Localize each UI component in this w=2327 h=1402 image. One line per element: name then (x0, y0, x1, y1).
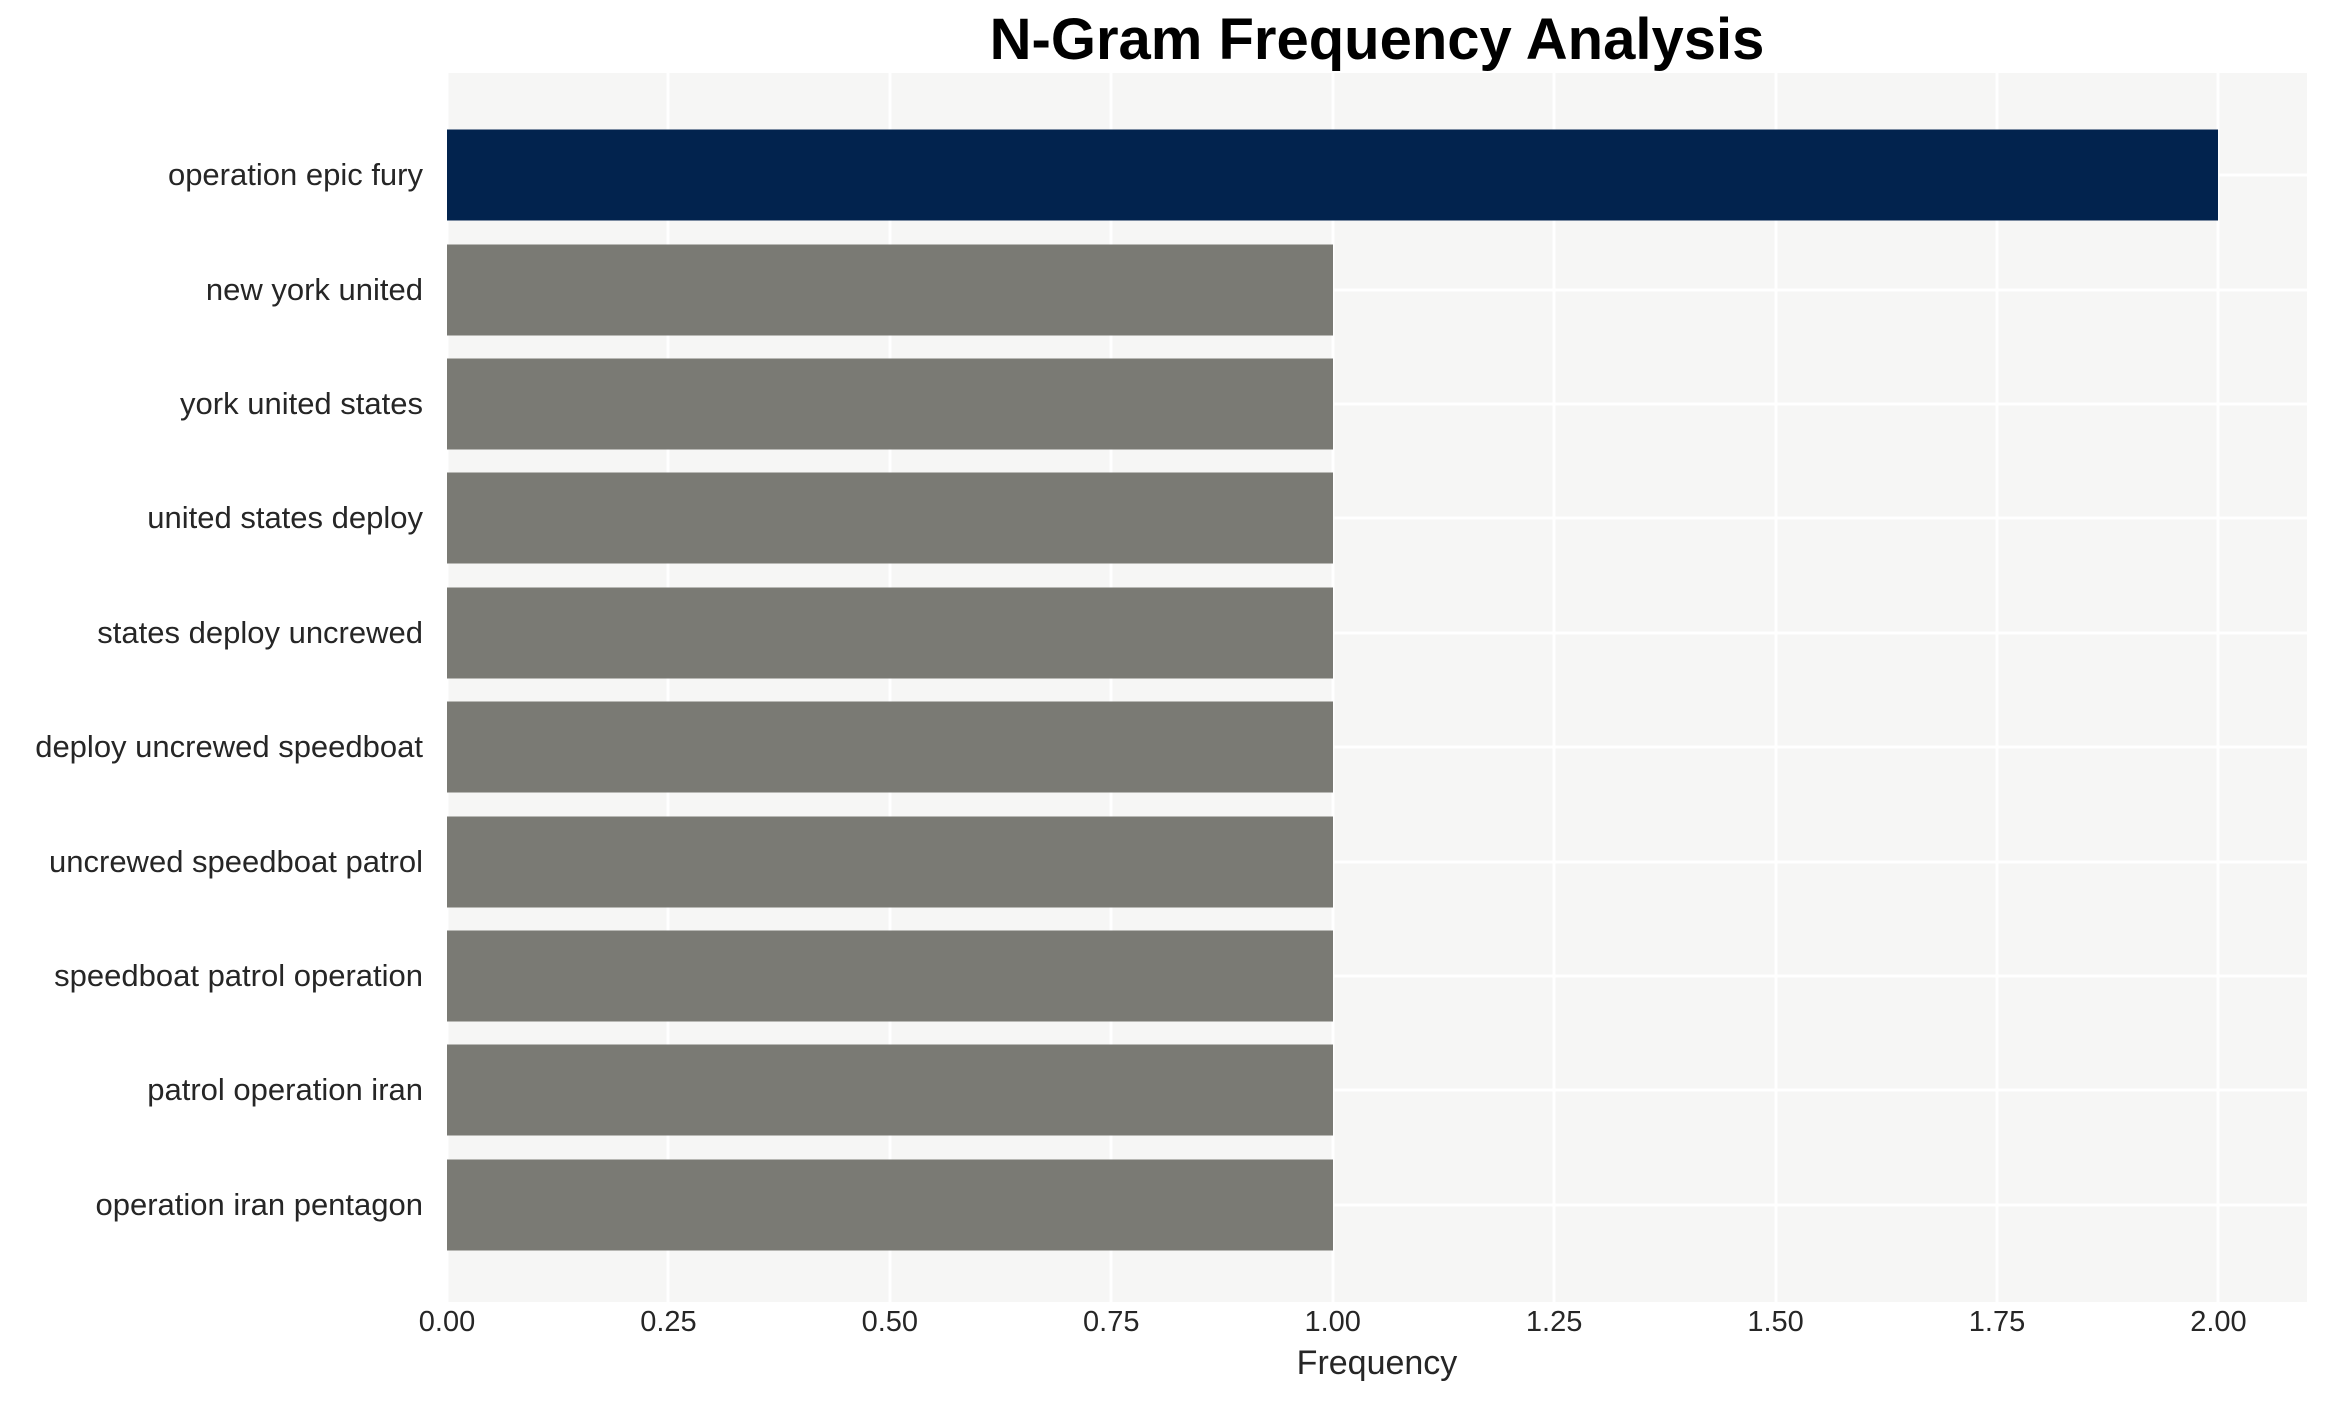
x-tick-label: 0.50 (861, 1306, 919, 1338)
gridline-v (2216, 73, 2220, 1302)
gridline-h (447, 402, 2307, 406)
x-tick-label: 0.25 (640, 1306, 697, 1338)
x-tick-label: 1.00 (1304, 1306, 1361, 1338)
chart-title: N-Gram Frequency Analysis (989, 7, 1765, 72)
gridline-v (888, 73, 892, 1302)
gridline-v (1552, 73, 1556, 1302)
bar-row (447, 347, 2307, 461)
y-axis-label: speedboat patrol operation (54, 957, 423, 993)
bar-states-deploy-uncrewed (447, 587, 1333, 679)
y-axis-label: operation epic fury (167, 157, 423, 193)
gridline-v (1774, 73, 1778, 1302)
bar-row (447, 118, 2307, 232)
gridline-h (447, 745, 2307, 749)
bar-deploy-uncrewed-speedboat (447, 701, 1333, 793)
y-axis-label: uncrewed speedboat patrol (49, 843, 423, 879)
bar-new-york-united (447, 244, 1333, 336)
bar-operation-epic-fury (447, 129, 2219, 221)
gridline-h (447, 1203, 2307, 1207)
bar-speedboat-patrol-operation (447, 930, 1333, 1022)
y-axis-label: united states deploy (147, 500, 423, 536)
y-axis-label: york united states (180, 385, 423, 421)
y-axis-label: patrol operation iran (147, 1072, 423, 1108)
gridline-h (447, 631, 2307, 635)
y-axis-label: new york united (205, 271, 423, 307)
x-tick-label: 1.75 (1968, 1306, 2026, 1338)
gridline-h (447, 1088, 2307, 1092)
x-tick-label: 1.50 (1747, 1306, 1804, 1338)
bar-row (447, 1148, 2307, 1262)
x-tick-label: 0.00 (418, 1306, 476, 1338)
x-axis-ticks: 0.00 0.25 0.50 0.75 1.00 1.25 1.50 1.75 2.00 (419, 1306, 2307, 1346)
x-tick-label: 1.25 (1525, 1306, 1583, 1338)
bar-row (447, 232, 2307, 346)
bar-row (447, 690, 2307, 804)
bar-row (447, 461, 2307, 575)
bar-row (447, 804, 2307, 918)
gridline-h (447, 860, 2307, 864)
gridline-v (1109, 73, 1113, 1302)
bar-uncrewed-speedboat-patrol (447, 816, 1333, 908)
bar-operation-iran-pentagon (447, 1159, 1333, 1251)
gridline-h (447, 974, 2307, 978)
bar-row (447, 919, 2307, 1033)
y-axis-label: states deploy uncrewed (97, 614, 423, 650)
bar-york-united-states (447, 358, 1333, 450)
bar-row (447, 576, 2307, 690)
gridline-v (666, 73, 670, 1302)
y-axis-label: operation iran pentagon (95, 1186, 423, 1222)
y-axis-label: deploy uncrewed speedboat (35, 729, 423, 765)
bar-row (447, 1033, 2307, 1147)
bar-united-states-deploy (447, 472, 1333, 564)
x-tick-label: 0.75 (1083, 1306, 1140, 1338)
gridline-v (1995, 73, 1999, 1302)
gridline-h (447, 516, 2307, 520)
x-axis-label: Frequency (1296, 1344, 1458, 1382)
bar-rows (447, 118, 2307, 1262)
x-tick-label: 2.00 (2190, 1306, 2247, 1338)
gridline-h (447, 288, 2307, 292)
plot-area (445, 73, 2307, 1302)
y-axis-labels: operation epic fury new york united york u… (0, 118, 435, 1262)
gridline-v (445, 73, 449, 1302)
gridline-v (1331, 73, 1335, 1302)
bar-patrol-operation-iran (447, 1044, 1333, 1136)
